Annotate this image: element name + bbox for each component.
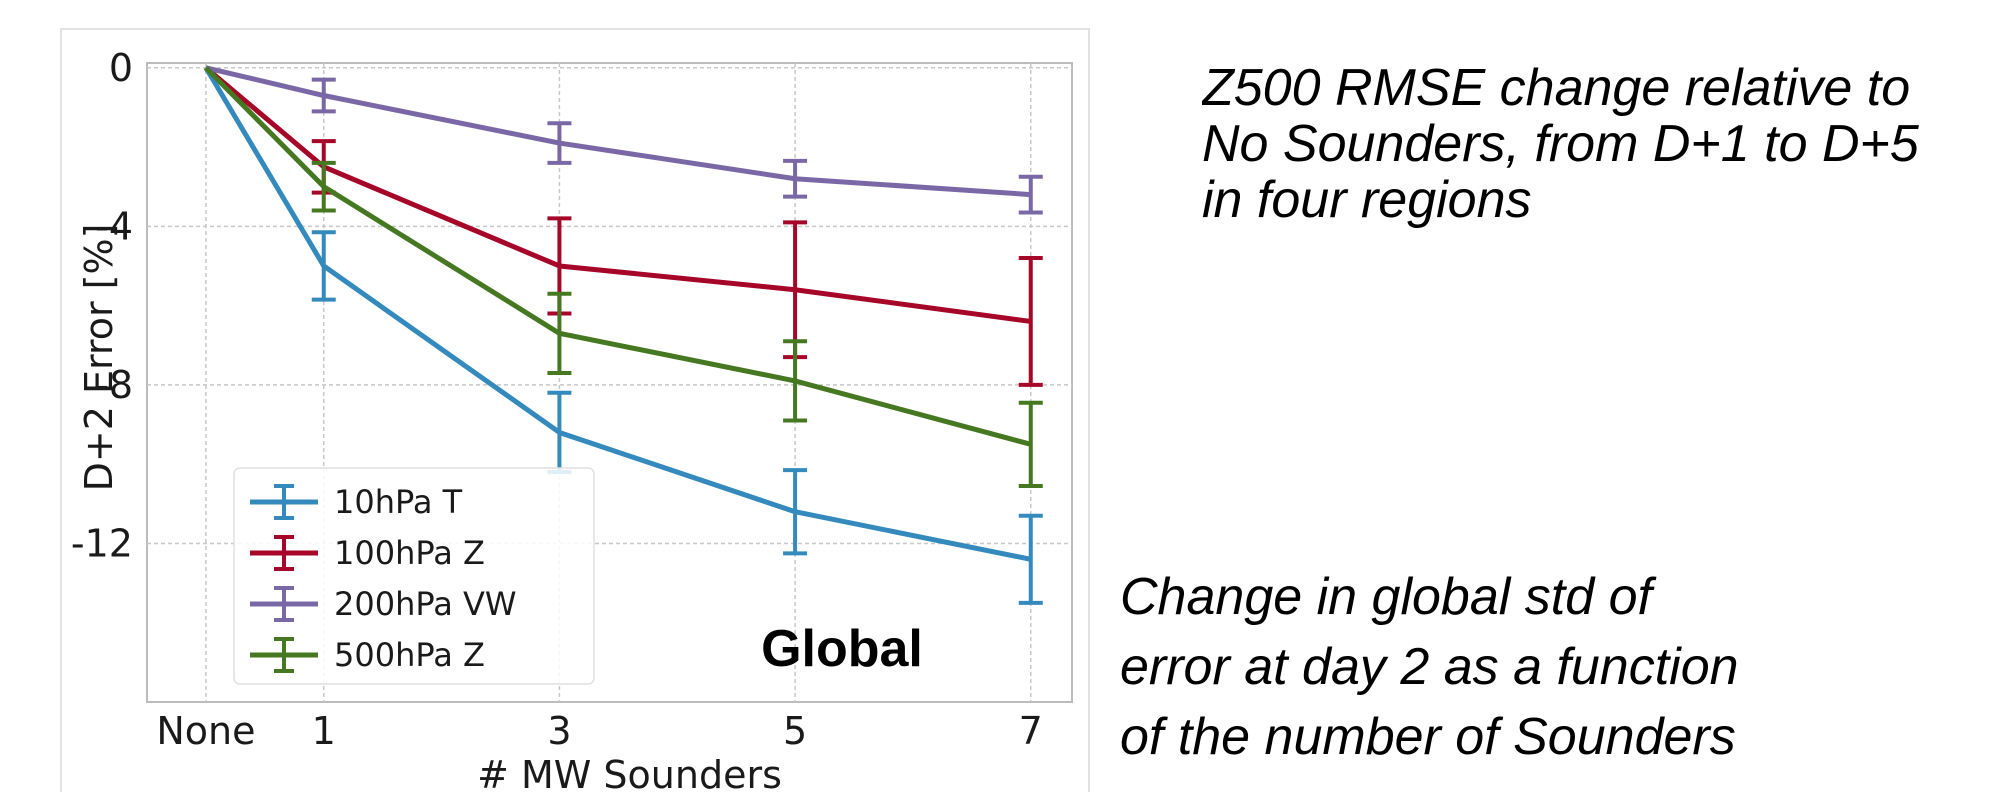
x-tick-label: 7 [1019, 709, 1043, 753]
caption-line: Z500 RMSE change relative to [1202, 60, 1911, 117]
y-tick-label: 0 [109, 46, 133, 90]
x-tick-label: 1 [312, 709, 336, 753]
caption-line: in four regions [1202, 171, 1532, 228]
region-annotation: Global [761, 620, 923, 678]
legend-box [233, 467, 595, 685]
chart-panel: None 1 3 5 7 0 -4 -8 -12 # MW Sounders D+2 Error [… [60, 28, 1090, 794]
legend-label: 10hPa T [334, 483, 463, 521]
caption-line: No Sounders, from D+1 to D+5 [1202, 115, 1919, 173]
x-axis-label: # MW Sounders [477, 753, 782, 794]
chart-caption-bottom: Change in global std of error at day 2 a… [1120, 562, 1739, 772]
y-tick-label: -4 [95, 204, 133, 248]
x-tick-label: 3 [547, 709, 571, 753]
legend-label: 200hPa VW [334, 585, 517, 623]
caption-line: of the number of Sounders [1120, 708, 1736, 766]
x-tick-label: 5 [783, 709, 807, 753]
y-axis-label: D+2 Error [%] [77, 224, 121, 492]
y-tick-label: -8 [95, 363, 133, 407]
legend-label: 100hPa Z [334, 534, 485, 572]
chart-caption-top: Z500 RMSE change relative to No Sounders… [1202, 60, 2002, 228]
y-tick-label: -12 [71, 521, 133, 565]
x-tick-label: None [156, 709, 255, 753]
caption-line: error at day 2 as a function [1120, 638, 1739, 696]
legend-label: 500hPa Z [334, 636, 485, 674]
caption-line: Change in global std of [1120, 568, 1652, 626]
chart-figure: None 1 3 5 7 0 -4 -8 -12 # MW Sounders D+2 Error [… [71, 46, 1073, 794]
